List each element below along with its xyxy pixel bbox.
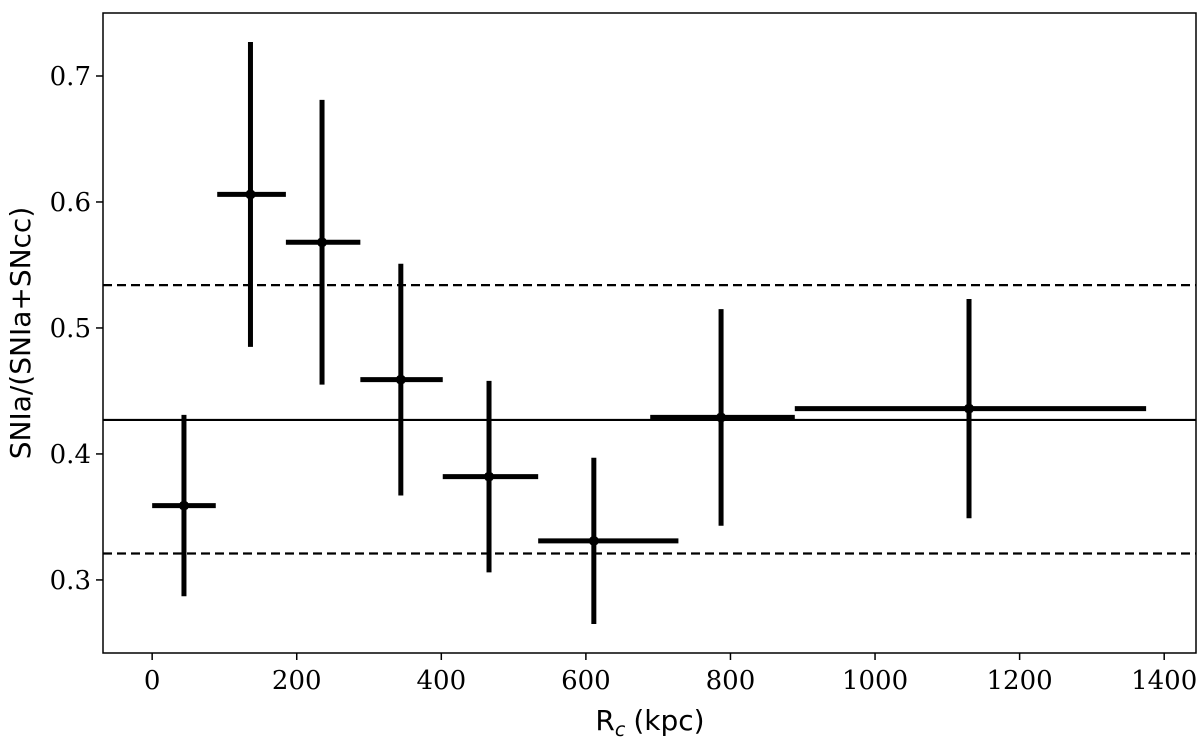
y-tick-label: 0.3 (50, 566, 91, 596)
y-tick-label: 0.4 (50, 440, 91, 470)
point (964, 403, 975, 414)
point (588, 535, 599, 546)
x-tick-label: 0 (144, 666, 161, 696)
y-tick-label: 0.5 (50, 314, 91, 344)
y-tick-label: 0.7 (50, 62, 91, 92)
point (245, 189, 256, 200)
y-tick-label: 0.6 (50, 188, 91, 218)
point (317, 237, 328, 248)
x-tick-label: 1000 (842, 666, 908, 696)
point (716, 412, 727, 423)
x-tick-label: 400 (416, 666, 466, 696)
x-tick-label: 1200 (987, 666, 1053, 696)
point (395, 374, 406, 385)
y-axis-label: SNIa/(SNIa+SNcc) (4, 207, 37, 460)
x-tick-label: 800 (706, 666, 756, 696)
x-label-sub: c (615, 719, 626, 741)
x-tick-label: 1400 (1131, 666, 1197, 696)
x-tick-label: 600 (561, 666, 611, 696)
plot-frame (102, 12, 1197, 654)
x-tick-label: 200 (272, 666, 322, 696)
point (178, 500, 189, 511)
x-axis-label: Rc (kpc) (595, 704, 704, 741)
x-label-unit: (kpc) (633, 704, 704, 737)
x-label-base: R (595, 704, 614, 737)
point (484, 471, 495, 482)
